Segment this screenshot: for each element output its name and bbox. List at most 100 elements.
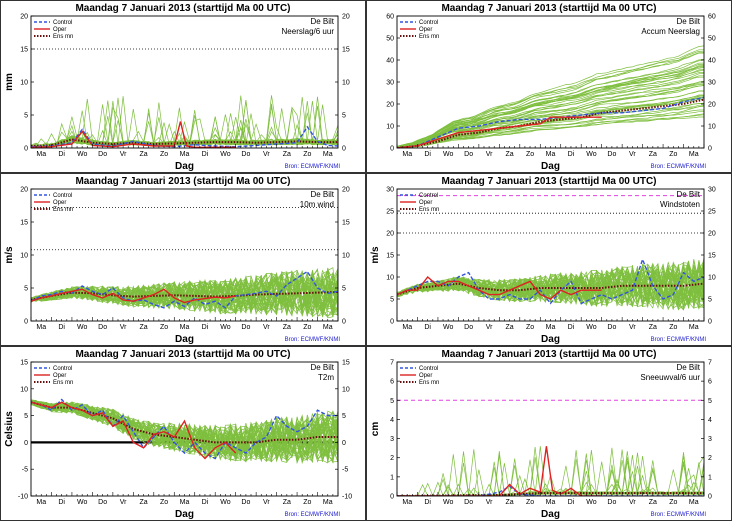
y-tick-label-left: 2	[390, 455, 394, 462]
y-tick-label-right: 5	[342, 286, 346, 293]
x-day-label: Wo	[443, 151, 453, 158]
variable-name: 10m wind	[300, 200, 334, 209]
y-tick-label-left: 30	[386, 80, 394, 87]
chart-panel-5: Maandag 7 Januari 2013 (starttijd Ma 00 …	[0, 346, 366, 521]
y-tick-label-right: 20	[708, 231, 716, 238]
series-line-oper	[31, 288, 236, 304]
y-tick-label-right: 5	[342, 413, 346, 420]
chart-title: Maandag 7 Januari 2013 (starttijd Ma 00 …	[441, 176, 656, 187]
x-day-label: Za	[139, 151, 147, 158]
ensemble-member-line	[31, 403, 338, 465]
y-tick-label-left: 15	[386, 253, 394, 260]
x-day-label: Do	[464, 151, 473, 158]
source-credit: Bron: ECMWF/KNMI	[285, 164, 341, 170]
x-axis-title: Dag	[175, 161, 194, 172]
chart-title: Maandag 7 Januari 2013 (starttijd Ma 00 …	[441, 349, 656, 360]
y-tick-label-left: 20	[386, 231, 394, 238]
x-day-label: Wo	[77, 151, 87, 158]
ensemble-member-line	[397, 109, 704, 148]
x-day-label: Di	[58, 499, 65, 506]
x-day-label: Do	[98, 324, 107, 331]
variable-name: Windstoten	[660, 200, 700, 209]
source-credit: Bron: ECMWF/KNMI	[285, 512, 341, 518]
source-credit: Bron: ECMWF/KNMI	[651, 164, 707, 170]
y-tick-label-right: 2	[708, 455, 712, 462]
y-tick-label-left: 4	[390, 417, 394, 424]
chart-panel-6: Maandag 7 Januari 2013 (starttijd Ma 00 …	[366, 346, 732, 521]
y-tick-label-right: 6	[708, 379, 712, 386]
x-day-label: Za	[139, 324, 147, 331]
x-day-label: Vr	[120, 151, 127, 158]
y-tick-label-right: -5	[342, 467, 348, 474]
x-axis-title: Dag	[541, 161, 560, 172]
y-tick-label-left: -10	[18, 494, 28, 501]
legend-label: Ens mn	[419, 380, 439, 386]
legend-label: Ens mn	[419, 207, 439, 213]
legend-label: Ens mn	[53, 380, 73, 386]
y-tick-label-left: 30	[386, 187, 394, 194]
chart-title: Maandag 7 Januari 2013 (starttijd Ma 00 …	[75, 3, 290, 14]
y-tick-label-right: 15	[708, 253, 716, 260]
ensemble-member-line	[397, 111, 704, 148]
x-day-label: Ma	[180, 324, 190, 331]
x-axis-title: Dag	[541, 334, 560, 345]
y-tick-label-left: 40	[386, 58, 394, 65]
y-tick-label-right: 50	[708, 36, 716, 43]
x-day-label: Do	[241, 151, 250, 158]
y-tick-label-right: 10	[708, 275, 716, 282]
y-tick-label-right: 0	[342, 319, 346, 326]
x-day-label: Zo	[303, 324, 311, 331]
series-line-control	[397, 96, 704, 148]
x-day-label: Di	[424, 324, 431, 331]
x-day-label: Di	[424, 151, 431, 158]
y-tick-label-right: 20	[342, 187, 350, 194]
ensemble-member-line	[31, 401, 338, 463]
x-day-label: Za	[649, 499, 657, 506]
x-day-label: Za	[139, 499, 147, 506]
series-line-control	[31, 270, 338, 309]
y-tick-label-right: 5	[342, 113, 346, 120]
y-axis-title: m/s	[4, 246, 15, 264]
x-day-label: Za	[649, 151, 657, 158]
ensemble-member-line	[397, 66, 704, 148]
legend-label: Control	[53, 193, 72, 199]
x-day-label: Vr	[486, 324, 493, 331]
y-axis-title: mm	[4, 73, 15, 91]
x-day-label: Zo	[526, 499, 534, 506]
x-day-label: Wo	[220, 324, 230, 331]
x-day-label: Vr	[486, 151, 493, 158]
series-line-oper	[397, 446, 602, 496]
ensemble-member-line	[397, 260, 704, 309]
x-axis-title: Dag	[541, 509, 560, 520]
legend-label: Control	[53, 366, 72, 372]
y-tick-label-right: 20	[708, 102, 716, 109]
y-tick-label-left: 20	[20, 187, 28, 194]
ensemble-member-line	[397, 72, 704, 148]
y-tick-label-right: 0	[342, 440, 346, 447]
x-day-label: Do	[607, 324, 616, 331]
x-day-label: Ma	[402, 151, 412, 158]
x-day-label: Vr	[263, 499, 270, 506]
x-day-label: Vr	[120, 324, 127, 331]
x-day-label: Di	[202, 499, 209, 506]
x-day-label: Ma	[323, 324, 333, 331]
chart-panel-4: Maandag 7 Januari 2013 (starttijd Ma 00 …	[366, 173, 732, 346]
x-day-label: Do	[607, 151, 616, 158]
x-day-label: Zo	[669, 151, 677, 158]
x-day-label: Ma	[402, 499, 412, 506]
y-tick-label-right: 40	[708, 58, 716, 65]
y-tick-label-right: 15	[342, 220, 350, 227]
series-line-ens-mn	[397, 282, 704, 296]
series-line-oper	[397, 275, 602, 300]
x-day-label: Di	[424, 499, 431, 506]
station-name: De Bilt	[310, 17, 334, 26]
ensemble-member-line	[397, 75, 704, 148]
y-tick-label-left: 0	[390, 494, 394, 501]
y-tick-label-right: 10	[342, 253, 350, 260]
y-tick-label-right: 10	[708, 124, 716, 131]
y-tick-label-right: 7	[708, 360, 712, 367]
